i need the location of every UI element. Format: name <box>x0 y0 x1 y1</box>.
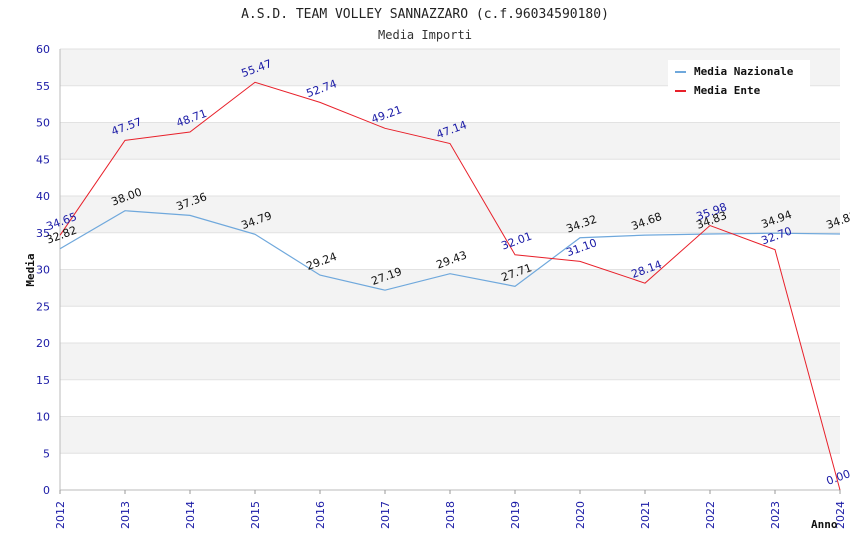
y-tick-label: 30 <box>36 264 50 277</box>
y-tick-label: 55 <box>36 80 50 93</box>
plot-band <box>60 196 840 233</box>
plot-bands <box>60 49 840 490</box>
plot-band <box>60 453 840 490</box>
plot-band <box>60 416 840 454</box>
x-tick-label: 2016 <box>314 501 327 529</box>
x-tick-label: 2019 <box>509 501 522 529</box>
x-tick-label: 2014 <box>184 501 197 529</box>
series-line-media-ente <box>59 81 841 491</box>
x-tick-label: 2021 <box>639 501 652 529</box>
y-tick-label: 20 <box>36 337 50 350</box>
y-tick-label: 50 <box>36 117 50 130</box>
x-tick-label: 2024 <box>834 501 847 529</box>
series-line-media-nazionale <box>59 210 841 291</box>
legend: Media Nazionale Media Ente <box>668 60 810 102</box>
legend-box <box>668 60 810 102</box>
plot-band <box>60 379 840 417</box>
y-axis-label: Media <box>24 253 37 286</box>
plot-band <box>60 232 840 270</box>
chart-subtitle: Media Importi <box>378 28 472 42</box>
y-tick-label: 15 <box>36 374 50 387</box>
x-tick-labels: 2012 2013 2014 2015 2016 2017 2018 2019 2020 2021… <box>54 490 847 529</box>
x-tick-label: 2012 <box>54 501 67 529</box>
plot-band <box>60 306 840 343</box>
y-tick-label: 5 <box>43 447 50 460</box>
x-tick-label: 2017 <box>379 501 392 529</box>
chart-title: A.S.D. TEAM VOLLEY SANNAZZARO (c.f.96034… <box>241 7 609 22</box>
y-tick-label: 0 <box>43 484 50 497</box>
plot-band <box>60 159 840 196</box>
plot-band <box>60 122 840 160</box>
y-tick-labels: 0 5 10 15 20 25 30 35 40 45 50 55 60 <box>36 43 50 497</box>
y-tick-label: 45 <box>36 153 50 166</box>
series-lines <box>59 81 841 491</box>
y-tick-label: 35 <box>36 227 50 240</box>
x-tick-label: 2015 <box>249 501 262 529</box>
x-tick-label: 2020 <box>574 501 587 529</box>
x-tick-label: 2023 <box>769 501 782 529</box>
x-tick-label: 2018 <box>444 501 457 529</box>
x-tick-label: 2013 <box>119 501 132 529</box>
x-axis-label: Anno <box>811 518 838 531</box>
y-tick-label: 25 <box>36 300 50 313</box>
plot-band <box>60 343 840 380</box>
x-tick-label: 2022 <box>704 501 717 529</box>
legend-label-ente: Media Ente <box>694 84 761 97</box>
y-tick-label: 60 <box>36 43 50 56</box>
plot-band <box>60 269 840 307</box>
y-tick-label: 10 <box>36 411 50 424</box>
legend-label-naz: Media Nazionale <box>694 65 794 78</box>
y-tick-label: 40 <box>36 190 50 203</box>
